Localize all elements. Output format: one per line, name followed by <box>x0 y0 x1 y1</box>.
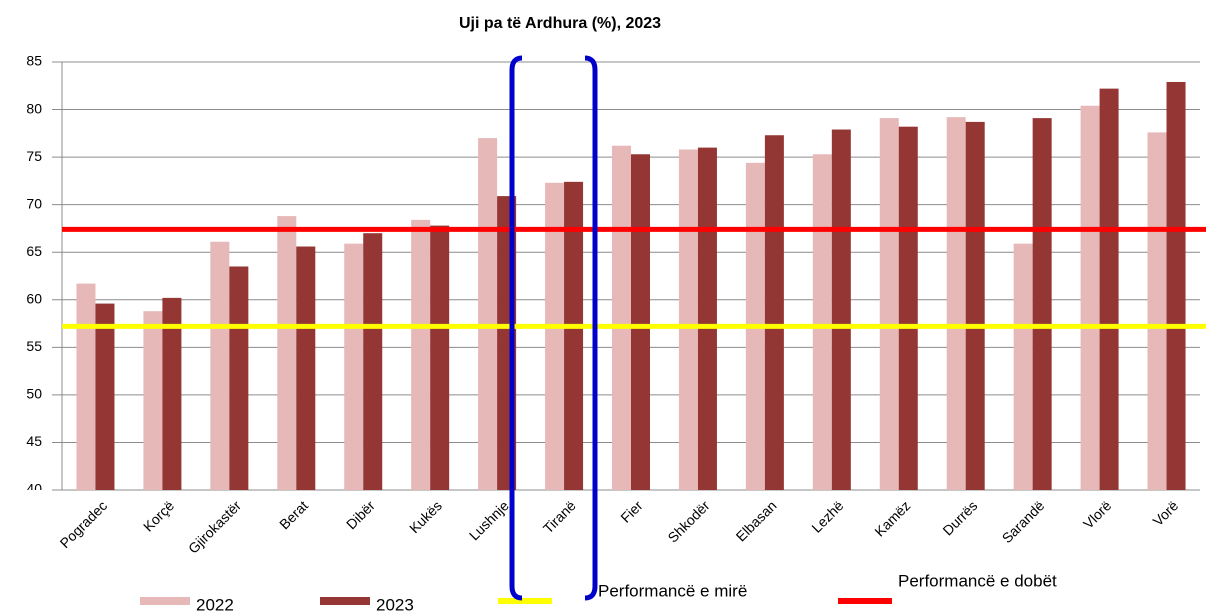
x-tick-label: Elbasan <box>733 497 780 544</box>
y-tick-label: 70 <box>26 195 42 211</box>
bar <box>1147 132 1167 491</box>
y-tick-label: 75 <box>26 148 42 164</box>
x-tick-label: Kukës <box>406 497 445 536</box>
bar <box>162 297 182 490</box>
legend-label: Performancë e dobët <box>898 571 1057 590</box>
bar <box>229 266 249 490</box>
bar <box>411 219 431 490</box>
bar <box>965 121 985 491</box>
bar <box>143 311 163 490</box>
y-tick-label: 45 <box>26 433 42 449</box>
y-tick-label: 50 <box>26 386 42 402</box>
bar <box>631 154 650 490</box>
bar <box>831 129 851 491</box>
bar <box>898 126 918 491</box>
legend-swatch <box>838 598 892 604</box>
x-tick-label: Tiranë <box>540 497 579 536</box>
bar <box>879 118 899 491</box>
x-tick-label: Durrës <box>939 497 980 538</box>
y-tick-label: 65 <box>26 243 42 259</box>
legend-swatch <box>140 597 190 605</box>
legend-label: 2022 <box>196 595 234 614</box>
bar <box>344 243 364 490</box>
legend-label: Performancë e mirë <box>598 581 747 600</box>
bar <box>1166 81 1186 491</box>
chart-title: Uji pa të Ardhura (%), 2023 <box>459 15 661 32</box>
x-tick-label: Berat <box>276 497 311 532</box>
bar <box>363 233 383 490</box>
bar <box>946 117 966 491</box>
bar <box>612 145 631 490</box>
bar <box>76 283 96 490</box>
x-tick-label: Dibër <box>343 497 378 532</box>
bar <box>564 181 584 490</box>
x-tick-label: Kamëz <box>871 497 913 539</box>
x-tick-label: Vorë <box>1150 497 1182 529</box>
x-tick-label: Gjirokastër <box>185 497 244 556</box>
legend-swatch <box>320 597 370 605</box>
bar <box>277 216 297 490</box>
legend-label: 2023 <box>376 595 414 614</box>
bar <box>95 303 115 490</box>
y-tick-label: 80 <box>26 100 42 116</box>
x-tick-label: Pogradec <box>57 497 111 551</box>
bar <box>697 147 717 490</box>
bar <box>430 225 450 490</box>
x-tick-label: Lezhë <box>808 497 846 535</box>
bar <box>812 154 832 490</box>
bar <box>1099 88 1119 491</box>
legend-swatch <box>498 598 552 604</box>
x-tick-label: Shkodër <box>664 497 712 545</box>
bar <box>478 138 498 491</box>
y-tick-label: 60 <box>26 290 42 306</box>
x-tick-label: Sarandë <box>999 497 1048 546</box>
highlight-bracket <box>509 55 598 601</box>
bar <box>678 149 698 490</box>
bar <box>764 135 784 491</box>
bar <box>296 246 316 490</box>
y-tick-label: 40 <box>26 481 42 497</box>
bar <box>1032 118 1052 491</box>
x-tick-label: Korçë <box>140 497 177 534</box>
x-tick-label: Vlorë <box>1080 497 1115 532</box>
x-tick-label: Lushnje <box>466 497 512 543</box>
bar <box>1080 105 1100 491</box>
bar <box>545 182 565 490</box>
y-tick-label: 85 <box>26 53 42 69</box>
x-tick-label: Fier <box>617 497 646 526</box>
y-tick-label: 55 <box>26 338 42 354</box>
bar <box>1013 243 1033 490</box>
bar <box>210 241 230 490</box>
